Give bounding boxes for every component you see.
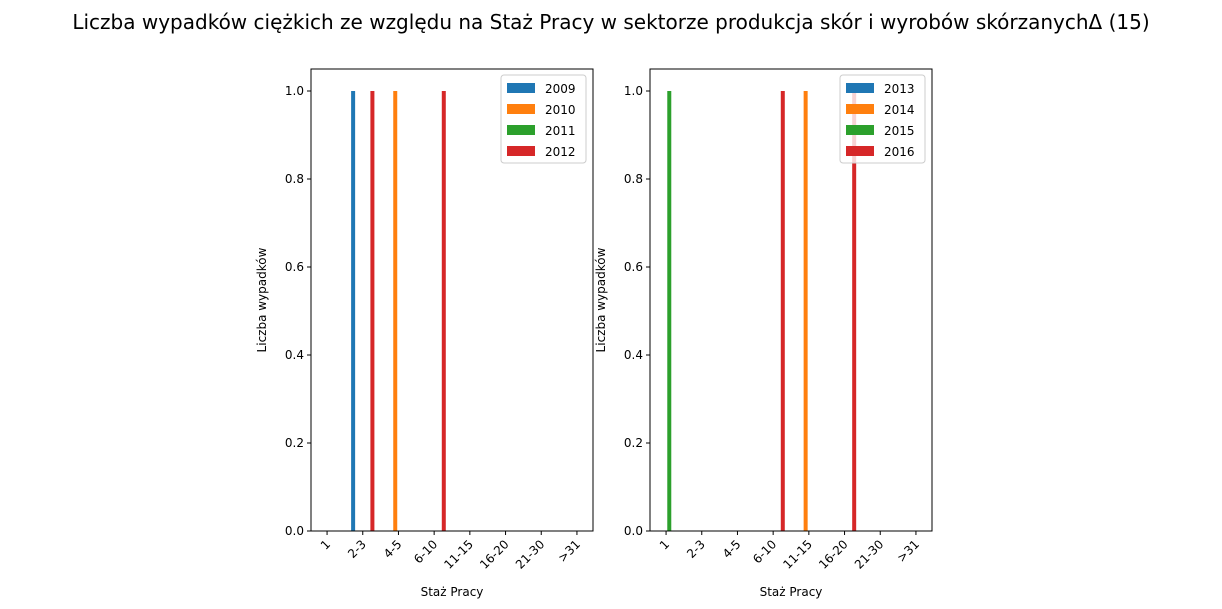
x-tick-label: 16-20 xyxy=(477,537,512,572)
legend-label-2014: 2014 xyxy=(884,103,915,117)
x-tick-label: 4-5 xyxy=(720,537,744,561)
y-tick-label: 0.8 xyxy=(285,172,304,186)
y-tick-label: 0.2 xyxy=(285,436,304,450)
x-tick-label: 2-3 xyxy=(345,537,369,561)
legend-label-2012: 2012 xyxy=(545,145,576,159)
chart-panel-1: 0.00.20.40.60.81.01 2-3 4-5 6-10 11-15 16-20 2… xyxy=(255,68,594,599)
legend: 2013 2014 2015 2016 xyxy=(839,74,926,164)
x-tick-label: 6-10 xyxy=(411,537,440,566)
bar-2012-6-10 xyxy=(441,91,446,531)
y-tick-label: 0.6 xyxy=(624,260,643,274)
x-axis-label: Staż Pracy xyxy=(421,585,484,599)
legend-swatch-2015 xyxy=(846,125,874,135)
bar-2012-2-3 xyxy=(370,91,375,531)
legend-swatch-2012 xyxy=(507,146,535,156)
bar-2009-2-3 xyxy=(351,91,356,531)
legend-label-2015: 2015 xyxy=(884,124,915,138)
legend-swatch-2010 xyxy=(507,104,535,114)
y-axis-label: Liczba wypadków xyxy=(594,247,608,352)
legend-swatch-2014 xyxy=(846,104,874,114)
y-tick-label: 0.8 xyxy=(624,172,643,186)
legend-swatch-2013 xyxy=(846,83,874,93)
x-tick-label: 4-5 xyxy=(381,537,405,561)
legend-label-2011: 2011 xyxy=(545,124,576,138)
y-tick-label: 0.2 xyxy=(624,436,643,450)
x-tick-label: 2-3 xyxy=(684,537,708,561)
legend-label-2010: 2010 xyxy=(545,103,576,117)
x-tick-label: 16-20 xyxy=(816,537,851,572)
legend: 2009 2010 2011 2012 xyxy=(500,74,587,164)
x-tick-label: >31 xyxy=(894,537,922,565)
legend-swatch-2011 xyxy=(507,125,535,135)
chart-panel-2: 0.00.20.40.60.81.01 2-3 4-5 6-10 11-15 16-20 2… xyxy=(594,68,933,599)
y-axis-label: Liczba wypadków xyxy=(255,247,269,352)
legend-label-2013: 2013 xyxy=(884,82,915,96)
bar-2016-16-20 xyxy=(852,91,857,531)
bar-2010-4-5 xyxy=(393,91,398,531)
legend-swatch-2009 xyxy=(507,83,535,93)
y-tick-label: 0.0 xyxy=(624,524,643,538)
plot-frame xyxy=(310,68,594,532)
y-tick-label: 0.0 xyxy=(285,524,304,538)
y-tick-label: 1.0 xyxy=(624,84,643,98)
x-tick-label: 1 xyxy=(657,537,672,552)
y-tick-label: 1.0 xyxy=(285,84,304,98)
x-tick-label: >31 xyxy=(555,537,583,565)
bar-2016-6-10 xyxy=(780,91,785,531)
plot-frame xyxy=(649,68,933,532)
x-tick-label: 21-30 xyxy=(852,537,887,572)
legend-label-2016: 2016 xyxy=(884,145,915,159)
legend-box xyxy=(500,74,587,164)
figure-title: Liczba wypadków ciężkich ze względu na S… xyxy=(72,10,1150,34)
x-tick-label: 21-30 xyxy=(513,537,548,572)
y-tick-label: 0.4 xyxy=(285,348,304,362)
x-axis-label: Staż Pracy xyxy=(760,585,823,599)
bar-2014-11-15 xyxy=(803,91,808,531)
x-tick-label: 6-10 xyxy=(750,537,779,566)
bar-2015-1 xyxy=(667,91,672,531)
y-tick-label: 0.4 xyxy=(624,348,643,362)
x-tick-label: 11-15 xyxy=(441,537,476,572)
x-tick-label: 1 xyxy=(318,537,333,552)
y-tick-label: 0.6 xyxy=(285,260,304,274)
legend-label-2009: 2009 xyxy=(545,82,576,96)
x-tick-label: 11-15 xyxy=(780,537,815,572)
legend-box xyxy=(839,74,926,164)
legend-swatch-2016 xyxy=(846,146,874,156)
